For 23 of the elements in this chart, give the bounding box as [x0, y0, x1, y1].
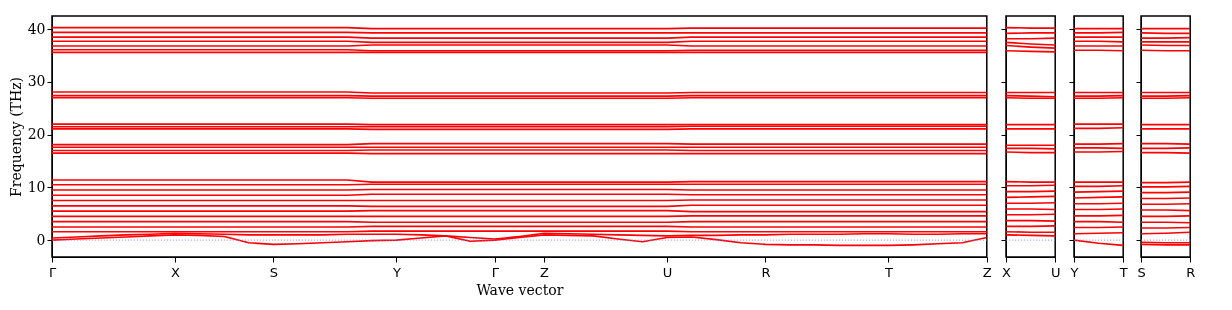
x-tick-label: R [1186, 264, 1196, 280]
x-tick-label: S [1137, 264, 1146, 280]
x-tick-label: Z [540, 264, 550, 280]
y-tick-label: 10 [27, 178, 46, 195]
x-tick-label: Γ [48, 264, 57, 280]
x-tick-label: U [1050, 264, 1061, 280]
y-tick-label: 40 [27, 20, 46, 37]
y-axis-title: Frequency (THz) [7, 76, 24, 198]
y-tick-label: 30 [27, 73, 46, 90]
x-tick-label: X [171, 264, 181, 280]
x-tick-label: T [883, 264, 893, 280]
x-tick-label: Γ [491, 264, 500, 280]
x-tick-label: Y [1069, 264, 1079, 280]
x-tick-label: X [1002, 264, 1012, 280]
x-tick-label: U [662, 264, 673, 280]
x-tick-label: Z [982, 264, 992, 280]
y-tick-label: 20 [27, 126, 46, 143]
x-tick-label: T [1118, 264, 1128, 280]
y-tick-label: 0 [36, 231, 46, 248]
x-tick-label: S [269, 264, 279, 280]
x-tick-label: Y [391, 264, 401, 280]
x-axis-title: Wave vector [476, 281, 564, 298]
x-tick-label: R [761, 264, 771, 280]
